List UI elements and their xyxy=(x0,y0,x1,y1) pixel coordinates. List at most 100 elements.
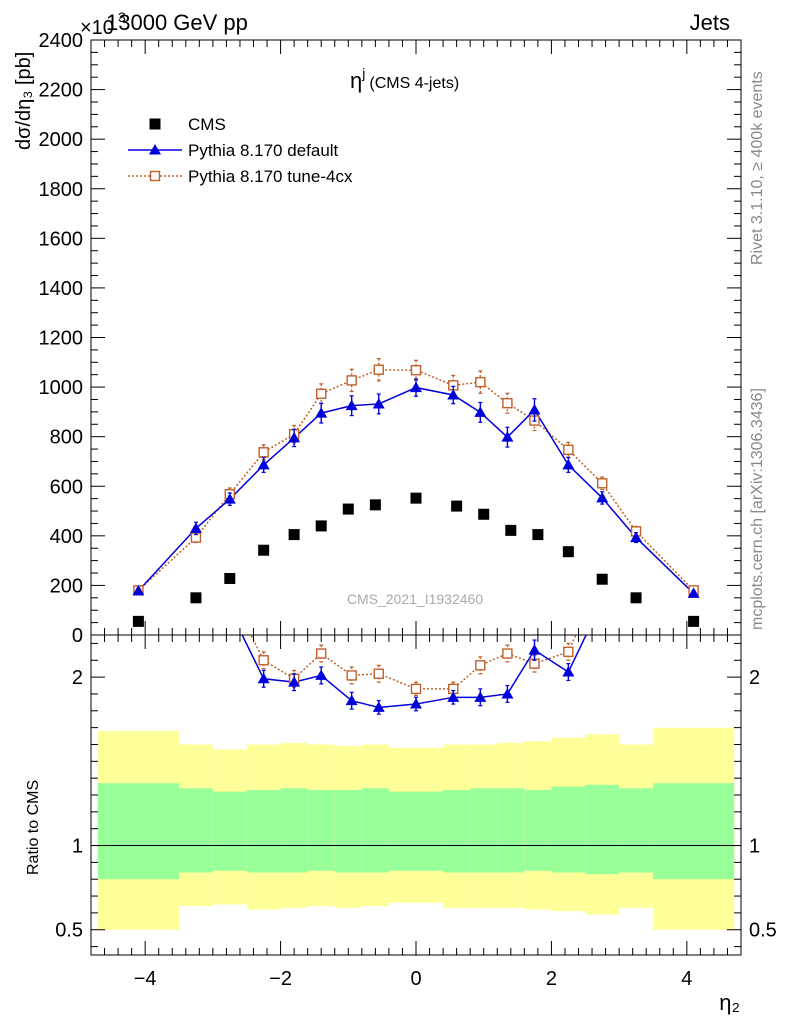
legend-tune-marker xyxy=(149,170,161,182)
main-series xyxy=(132,357,700,627)
tune-point xyxy=(346,375,357,386)
tune-point xyxy=(316,388,327,399)
main-y-tick-label: 200 xyxy=(50,575,83,597)
default-point xyxy=(257,458,270,470)
ratio-tune-point xyxy=(258,655,269,666)
default-point xyxy=(345,399,358,411)
band-inner xyxy=(361,788,389,873)
y-exponent: 3 xyxy=(118,9,126,25)
main-y-tick-label: 400 xyxy=(50,526,83,548)
plot-title-sup: j xyxy=(361,65,365,81)
default-point xyxy=(630,531,643,543)
ratio-y-tick-label: 1 xyxy=(72,836,83,858)
x-tick-label: 4 xyxy=(681,968,692,990)
default-point xyxy=(447,389,460,400)
ratio-tune-point xyxy=(373,668,384,679)
plot-title-main: η xyxy=(350,68,362,93)
default-point xyxy=(223,493,236,504)
main-y-tick-label: 800 xyxy=(50,427,83,449)
cms-point xyxy=(342,503,354,515)
ratio-default-point xyxy=(528,644,541,655)
default-point xyxy=(596,491,609,503)
x-axis-label: η₂ xyxy=(719,990,740,1015)
ratio-default-point xyxy=(288,676,301,687)
default-point xyxy=(288,431,301,443)
ratio-tune-point xyxy=(410,683,422,695)
ratio-series xyxy=(224,588,608,715)
default-point xyxy=(501,431,514,442)
legend-cms-label: CMS xyxy=(188,115,226,134)
y-exponent-prefix: ×10 xyxy=(80,17,114,39)
ratio-default-point xyxy=(596,595,608,606)
cms-point xyxy=(410,492,422,504)
cms-point xyxy=(224,572,236,584)
header-right: Jets xyxy=(690,10,730,35)
legend-cms-marker xyxy=(149,118,161,130)
x-tick-label: −4 xyxy=(134,968,157,990)
band-inner xyxy=(470,788,498,873)
tune-point xyxy=(258,447,269,458)
tune-point xyxy=(410,365,422,376)
ratio-default-point xyxy=(224,604,236,615)
ratio-default-point xyxy=(345,694,358,706)
main-y-axis-label: dσ/dη₃ [pb] xyxy=(13,52,35,150)
default-line xyxy=(137,386,695,594)
band-inner xyxy=(246,789,281,873)
tune-point xyxy=(475,376,486,388)
ratio-default-point xyxy=(257,672,270,684)
rivet-label: Rivet 3.1.10, ≥ 400k events xyxy=(749,71,766,265)
band-inner xyxy=(652,783,735,880)
main-y-tick-label: 2200 xyxy=(39,80,84,102)
ratio-y-tick-label-right: 1 xyxy=(749,836,760,858)
ratio-default-point xyxy=(372,701,385,712)
default-point xyxy=(372,397,385,409)
ratio-y-tick-label-right: 2 xyxy=(749,667,760,689)
ratio-default-point xyxy=(410,698,422,709)
x-tick-label: 0 xyxy=(410,968,421,990)
ratio-y-tick-label: 2 xyxy=(72,667,83,689)
band-inner xyxy=(551,786,586,873)
default-point xyxy=(687,587,700,598)
tune-point xyxy=(596,478,608,489)
band-inner xyxy=(497,788,525,873)
default-point xyxy=(132,584,145,596)
ratio-default-point xyxy=(315,669,328,680)
ratio-y-tick-label-right: 0.5 xyxy=(749,920,777,942)
main-y-tick-label: 1800 xyxy=(39,179,84,201)
legend-tune-label: Pythia 8.170 tune-4cx xyxy=(188,167,353,186)
tune-point xyxy=(563,444,574,456)
default-point xyxy=(528,403,541,415)
cms-point xyxy=(451,500,463,512)
cms-point xyxy=(190,592,202,604)
ratio-tune-point xyxy=(225,588,234,597)
cms-point xyxy=(532,529,544,541)
cms-point xyxy=(288,529,300,541)
tune-point xyxy=(373,364,384,375)
legend-default-label: Pythia 8.170 default xyxy=(188,141,339,160)
band-inner xyxy=(334,789,362,873)
band-inner xyxy=(524,789,552,871)
main-y-tick-label: 1200 xyxy=(39,328,84,350)
cms-point xyxy=(562,546,574,558)
tune-point xyxy=(502,397,513,409)
cms-point xyxy=(505,524,517,536)
ratio-y-axis-label: Ratio to CMS xyxy=(25,780,42,875)
cms-point xyxy=(478,508,490,520)
ratio-tune-point xyxy=(563,646,574,658)
x-tick-label: −2 xyxy=(269,968,292,990)
cms-point xyxy=(258,544,270,556)
plot-title: ηj(CMS 4-jets) xyxy=(350,65,459,93)
default-point xyxy=(562,458,575,470)
main-y-tick-label: 2000 xyxy=(39,129,84,151)
legend-default-marker xyxy=(149,144,161,155)
main-y-tick-label: 1400 xyxy=(39,278,84,300)
main-y-tick-label: 1600 xyxy=(39,228,84,250)
cms-point xyxy=(369,499,381,511)
cms-point xyxy=(596,573,608,585)
cms-point xyxy=(132,615,144,627)
ratio-uncertainty-bands xyxy=(91,727,741,930)
mcplots-label: mcplots.cern.ch [arXiv:1306.3436] xyxy=(749,388,766,630)
legend: CMS Pythia 8.170 default Pythia 8.170 tune… xyxy=(128,115,353,186)
ratio-default-point xyxy=(447,691,460,702)
